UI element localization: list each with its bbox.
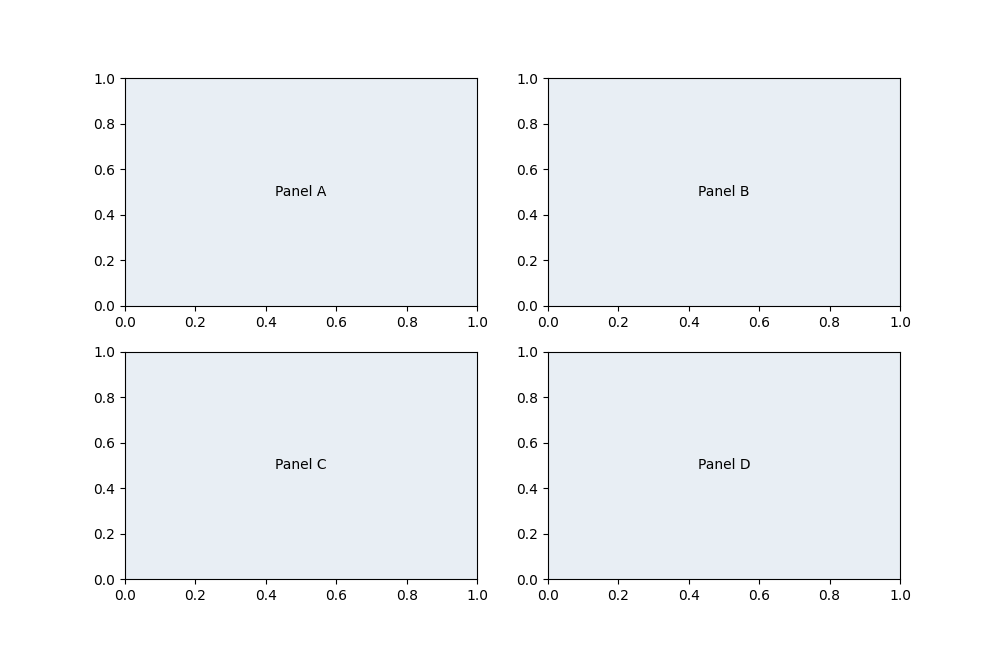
Text: Panel B: Panel B xyxy=(698,185,750,199)
Text: Panel C: Panel C xyxy=(275,458,327,473)
Text: Panel D: Panel D xyxy=(698,458,750,473)
Text: Panel A: Panel A xyxy=(275,185,327,199)
